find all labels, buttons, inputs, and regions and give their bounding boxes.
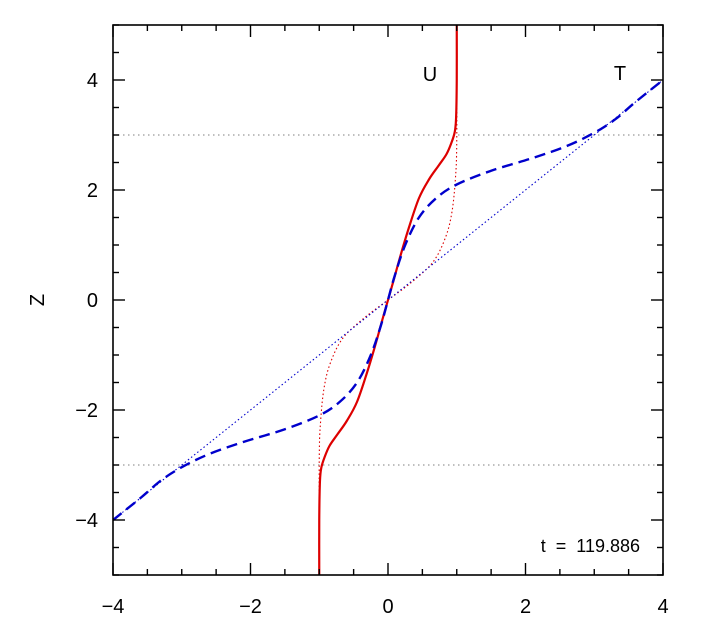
plot-area bbox=[113, 25, 663, 575]
x-tick-label: −4 bbox=[102, 596, 125, 618]
time-annotation: t = 119.886 bbox=[541, 536, 640, 556]
axes: −4 −2 0 2 4 −4 −2 0 2 4 bbox=[75, 24, 669, 618]
x-tick-label: 4 bbox=[657, 596, 668, 618]
y-tick-label: 2 bbox=[87, 180, 98, 202]
y-tick-label: 0 bbox=[87, 290, 98, 312]
u-series-label: U bbox=[423, 64, 437, 86]
y-tick-label: −2 bbox=[75, 400, 98, 422]
x-tick-label: −2 bbox=[239, 596, 262, 618]
t-series-label: T bbox=[614, 63, 626, 85]
x-tick-label: 0 bbox=[382, 596, 393, 618]
y-tick-label: −4 bbox=[75, 510, 98, 532]
y-tick-label: 4 bbox=[87, 70, 98, 92]
y-axis-label: Z bbox=[27, 294, 49, 306]
x-tick-label: 2 bbox=[520, 596, 531, 618]
series-u-line bbox=[318, 25, 458, 575]
